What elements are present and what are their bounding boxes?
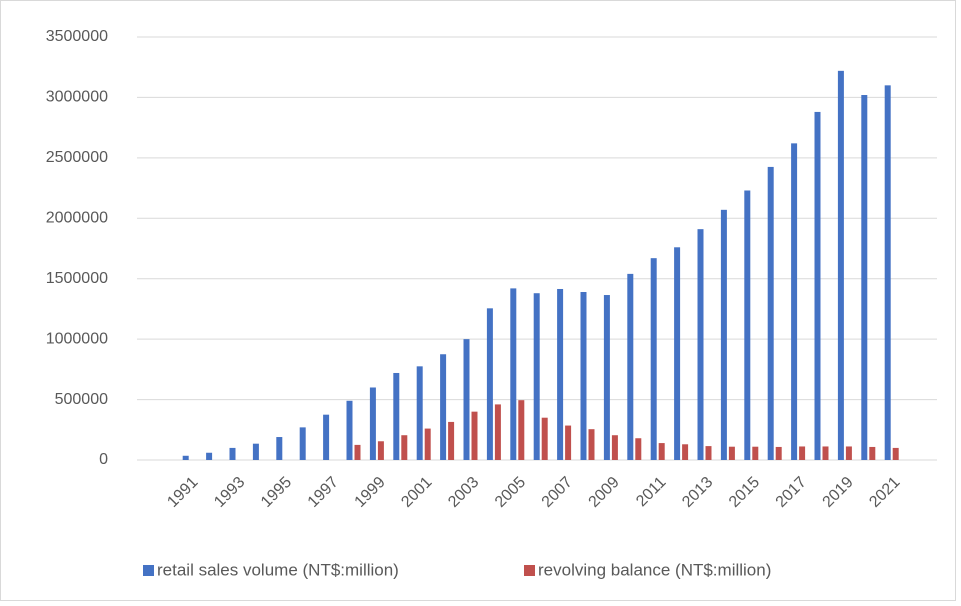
bar bbox=[510, 288, 517, 460]
bar bbox=[861, 95, 868, 461]
bar bbox=[752, 446, 759, 460]
bar bbox=[440, 354, 447, 460]
bar bbox=[580, 292, 587, 460]
bar bbox=[229, 447, 236, 460]
bar bbox=[892, 447, 899, 460]
bar bbox=[182, 455, 189, 460]
bar bbox=[471, 411, 478, 460]
bar bbox=[869, 446, 876, 460]
bar bbox=[369, 387, 376, 460]
bar bbox=[346, 400, 353, 460]
bar bbox=[822, 446, 829, 460]
bar bbox=[799, 446, 806, 460]
bar bbox=[720, 209, 727, 460]
bar bbox=[635, 438, 642, 460]
y-tick-label: 3500000 bbox=[46, 28, 108, 45]
legend-label: revolving balance (NT$:million) bbox=[538, 560, 771, 579]
legend-swatch bbox=[143, 565, 154, 576]
bar bbox=[728, 446, 735, 460]
bar bbox=[705, 446, 712, 460]
bar bbox=[276, 437, 283, 460]
bar bbox=[775, 446, 782, 460]
bar bbox=[463, 339, 470, 460]
bar bbox=[814, 111, 821, 460]
bar bbox=[533, 293, 540, 460]
bar bbox=[393, 372, 400, 460]
bar bbox=[611, 435, 618, 460]
bar bbox=[658, 443, 665, 460]
bar bbox=[627, 273, 634, 460]
legend-swatch bbox=[524, 565, 535, 576]
bar bbox=[424, 428, 431, 460]
y-tick-label: 1500000 bbox=[46, 270, 108, 287]
bar bbox=[354, 444, 361, 460]
bar bbox=[744, 190, 751, 460]
bar bbox=[557, 288, 564, 460]
bar bbox=[791, 143, 798, 460]
bar bbox=[416, 366, 423, 460]
bar bbox=[884, 85, 891, 460]
bar bbox=[837, 70, 844, 460]
y-tick-label: 0 bbox=[99, 451, 108, 468]
bar bbox=[845, 446, 852, 460]
bar bbox=[206, 452, 213, 460]
bar bbox=[565, 425, 572, 460]
bar bbox=[252, 443, 259, 460]
bar bbox=[650, 258, 657, 460]
bar bbox=[323, 414, 330, 460]
bar bbox=[494, 404, 501, 460]
bar bbox=[541, 417, 548, 460]
y-tick-label: 2000000 bbox=[46, 210, 108, 227]
bar bbox=[401, 435, 408, 460]
y-tick-label: 1000000 bbox=[46, 330, 108, 347]
bar bbox=[299, 427, 306, 460]
y-tick-label: 2500000 bbox=[46, 149, 108, 166]
bar bbox=[697, 229, 704, 460]
legend-label: retail sales volume (NT$:million) bbox=[157, 560, 399, 579]
bar bbox=[486, 308, 493, 460]
bar bbox=[674, 247, 681, 460]
bar bbox=[767, 166, 774, 460]
bar bbox=[377, 441, 384, 460]
bar bbox=[518, 400, 525, 460]
y-tick-label: 500000 bbox=[55, 391, 108, 408]
bar bbox=[682, 444, 689, 460]
bar bbox=[448, 421, 455, 460]
bar bbox=[588, 429, 595, 460]
y-tick-label: 3000000 bbox=[46, 89, 108, 106]
bar bbox=[603, 295, 610, 460]
